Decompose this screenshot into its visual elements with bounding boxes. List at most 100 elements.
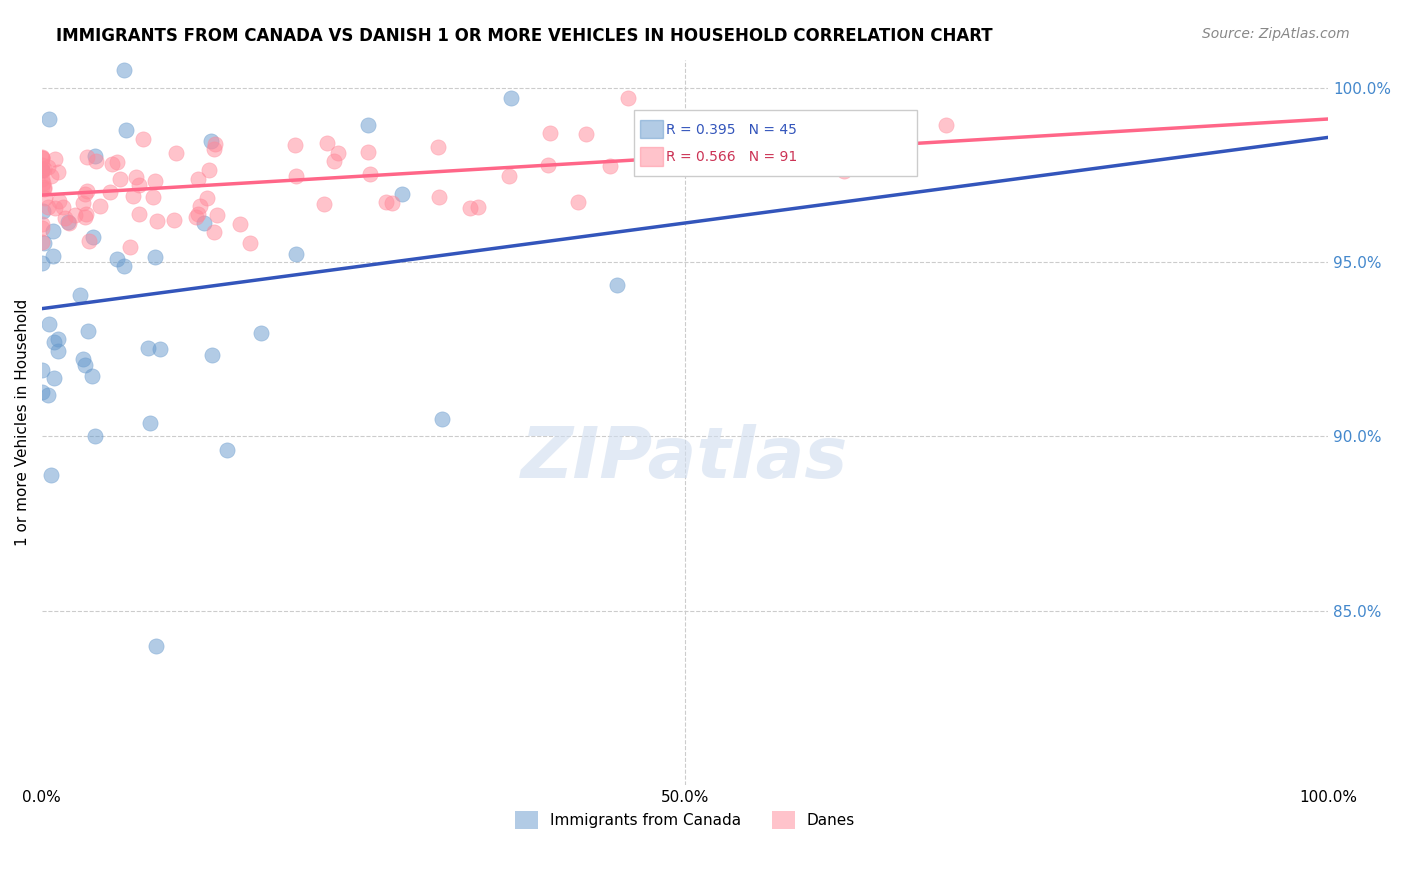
Immigrants from Canada — [107, 252, 129, 266]
Danes — [163, 212, 186, 227]
Danes — [228, 217, 250, 231]
Danes — [48, 194, 70, 209]
Danes — [146, 213, 169, 227]
Danes — [31, 171, 53, 186]
Danes — [326, 145, 349, 160]
Danes — [53, 211, 76, 226]
Danes — [31, 164, 53, 178]
Danes — [75, 207, 97, 221]
Y-axis label: 1 or more Vehicles in Household: 1 or more Vehicles in Household — [15, 299, 30, 546]
Danes — [98, 185, 121, 199]
Danes — [76, 184, 98, 198]
Immigrants from Canada — [250, 326, 273, 340]
Danes — [108, 172, 131, 186]
Immigrants from Canada — [285, 247, 308, 261]
Danes — [284, 137, 307, 152]
Danes — [426, 139, 449, 153]
FancyBboxPatch shape — [640, 147, 664, 166]
Immigrants from Canada — [357, 118, 380, 132]
Danes — [31, 176, 53, 190]
Immigrants from Canada — [42, 249, 65, 263]
Immigrants from Canada — [136, 341, 159, 355]
Danes — [935, 118, 957, 132]
Danes — [125, 169, 148, 184]
Danes — [312, 196, 335, 211]
Danes — [37, 200, 59, 214]
Danes — [46, 165, 69, 179]
Danes — [665, 134, 688, 148]
Text: ZIPatlas: ZIPatlas — [522, 424, 849, 493]
Danes — [77, 234, 100, 248]
Danes — [204, 137, 226, 152]
Danes — [128, 207, 150, 221]
Immigrants from Canada — [201, 348, 224, 362]
Danes — [34, 191, 56, 205]
Danes — [186, 210, 208, 224]
Danes — [101, 157, 124, 171]
Danes — [498, 169, 520, 183]
Danes — [648, 145, 671, 160]
Danes — [31, 221, 53, 235]
Danes — [31, 235, 53, 249]
Danes — [316, 136, 339, 151]
Immigrants from Canada — [114, 63, 136, 78]
Danes — [166, 145, 188, 160]
Immigrants from Canada — [46, 332, 69, 346]
Danes — [76, 150, 98, 164]
Immigrants from Canada — [37, 388, 59, 402]
Danes — [467, 200, 489, 214]
Danes — [458, 201, 481, 215]
Immigrants from Canada — [200, 134, 222, 148]
Danes — [73, 211, 96, 225]
Danes — [44, 152, 66, 166]
Danes — [32, 181, 55, 195]
Immigrants from Canada — [80, 368, 103, 383]
Legend: Immigrants from Canada, Danes: Immigrants from Canada, Danes — [509, 805, 862, 836]
Immigrants from Canada — [143, 251, 166, 265]
Danes — [37, 161, 59, 175]
Danes — [132, 132, 155, 146]
Danes — [359, 167, 381, 181]
Danes — [39, 169, 62, 183]
Danes — [374, 195, 396, 210]
Immigrants from Canada — [31, 384, 53, 399]
Immigrants from Canada — [139, 416, 162, 430]
Danes — [58, 216, 80, 230]
Danes — [32, 161, 55, 176]
Immigrants from Canada — [83, 428, 105, 442]
Immigrants from Canada — [41, 467, 63, 482]
Text: IMMIGRANTS FROM CANADA VS DANISH 1 OR MORE VEHICLES IN HOUSEHOLD CORRELATION CHA: IMMIGRANTS FROM CANADA VS DANISH 1 OR MO… — [56, 27, 993, 45]
Immigrants from Canada — [606, 278, 628, 293]
Immigrants from Canada — [73, 358, 96, 372]
Immigrants from Canada — [149, 342, 172, 356]
Danes — [567, 195, 589, 210]
Danes — [89, 199, 111, 213]
Danes — [711, 145, 734, 160]
Immigrants from Canada — [31, 163, 53, 178]
Danes — [616, 91, 638, 105]
Danes — [122, 189, 145, 203]
Danes — [145, 174, 167, 188]
Danes — [202, 142, 225, 156]
Immigrants from Canada — [31, 256, 53, 270]
Immigrants from Canada — [72, 352, 94, 367]
Danes — [188, 199, 211, 213]
Danes — [31, 150, 53, 164]
Danes — [380, 195, 402, 210]
Immigrants from Canada — [432, 412, 454, 426]
Danes — [105, 155, 128, 169]
FancyBboxPatch shape — [640, 120, 664, 138]
Danes — [599, 159, 621, 173]
Immigrants from Canada — [217, 442, 239, 457]
Danes — [427, 189, 450, 203]
Immigrants from Canada — [31, 363, 53, 377]
Danes — [538, 126, 561, 140]
Danes — [832, 163, 855, 178]
Danes — [537, 158, 560, 172]
Danes — [734, 146, 756, 161]
Immigrants from Canada — [44, 334, 66, 349]
Danes — [63, 208, 86, 222]
Danes — [205, 208, 228, 222]
Immigrants from Canada — [38, 112, 60, 127]
Danes — [73, 186, 96, 201]
